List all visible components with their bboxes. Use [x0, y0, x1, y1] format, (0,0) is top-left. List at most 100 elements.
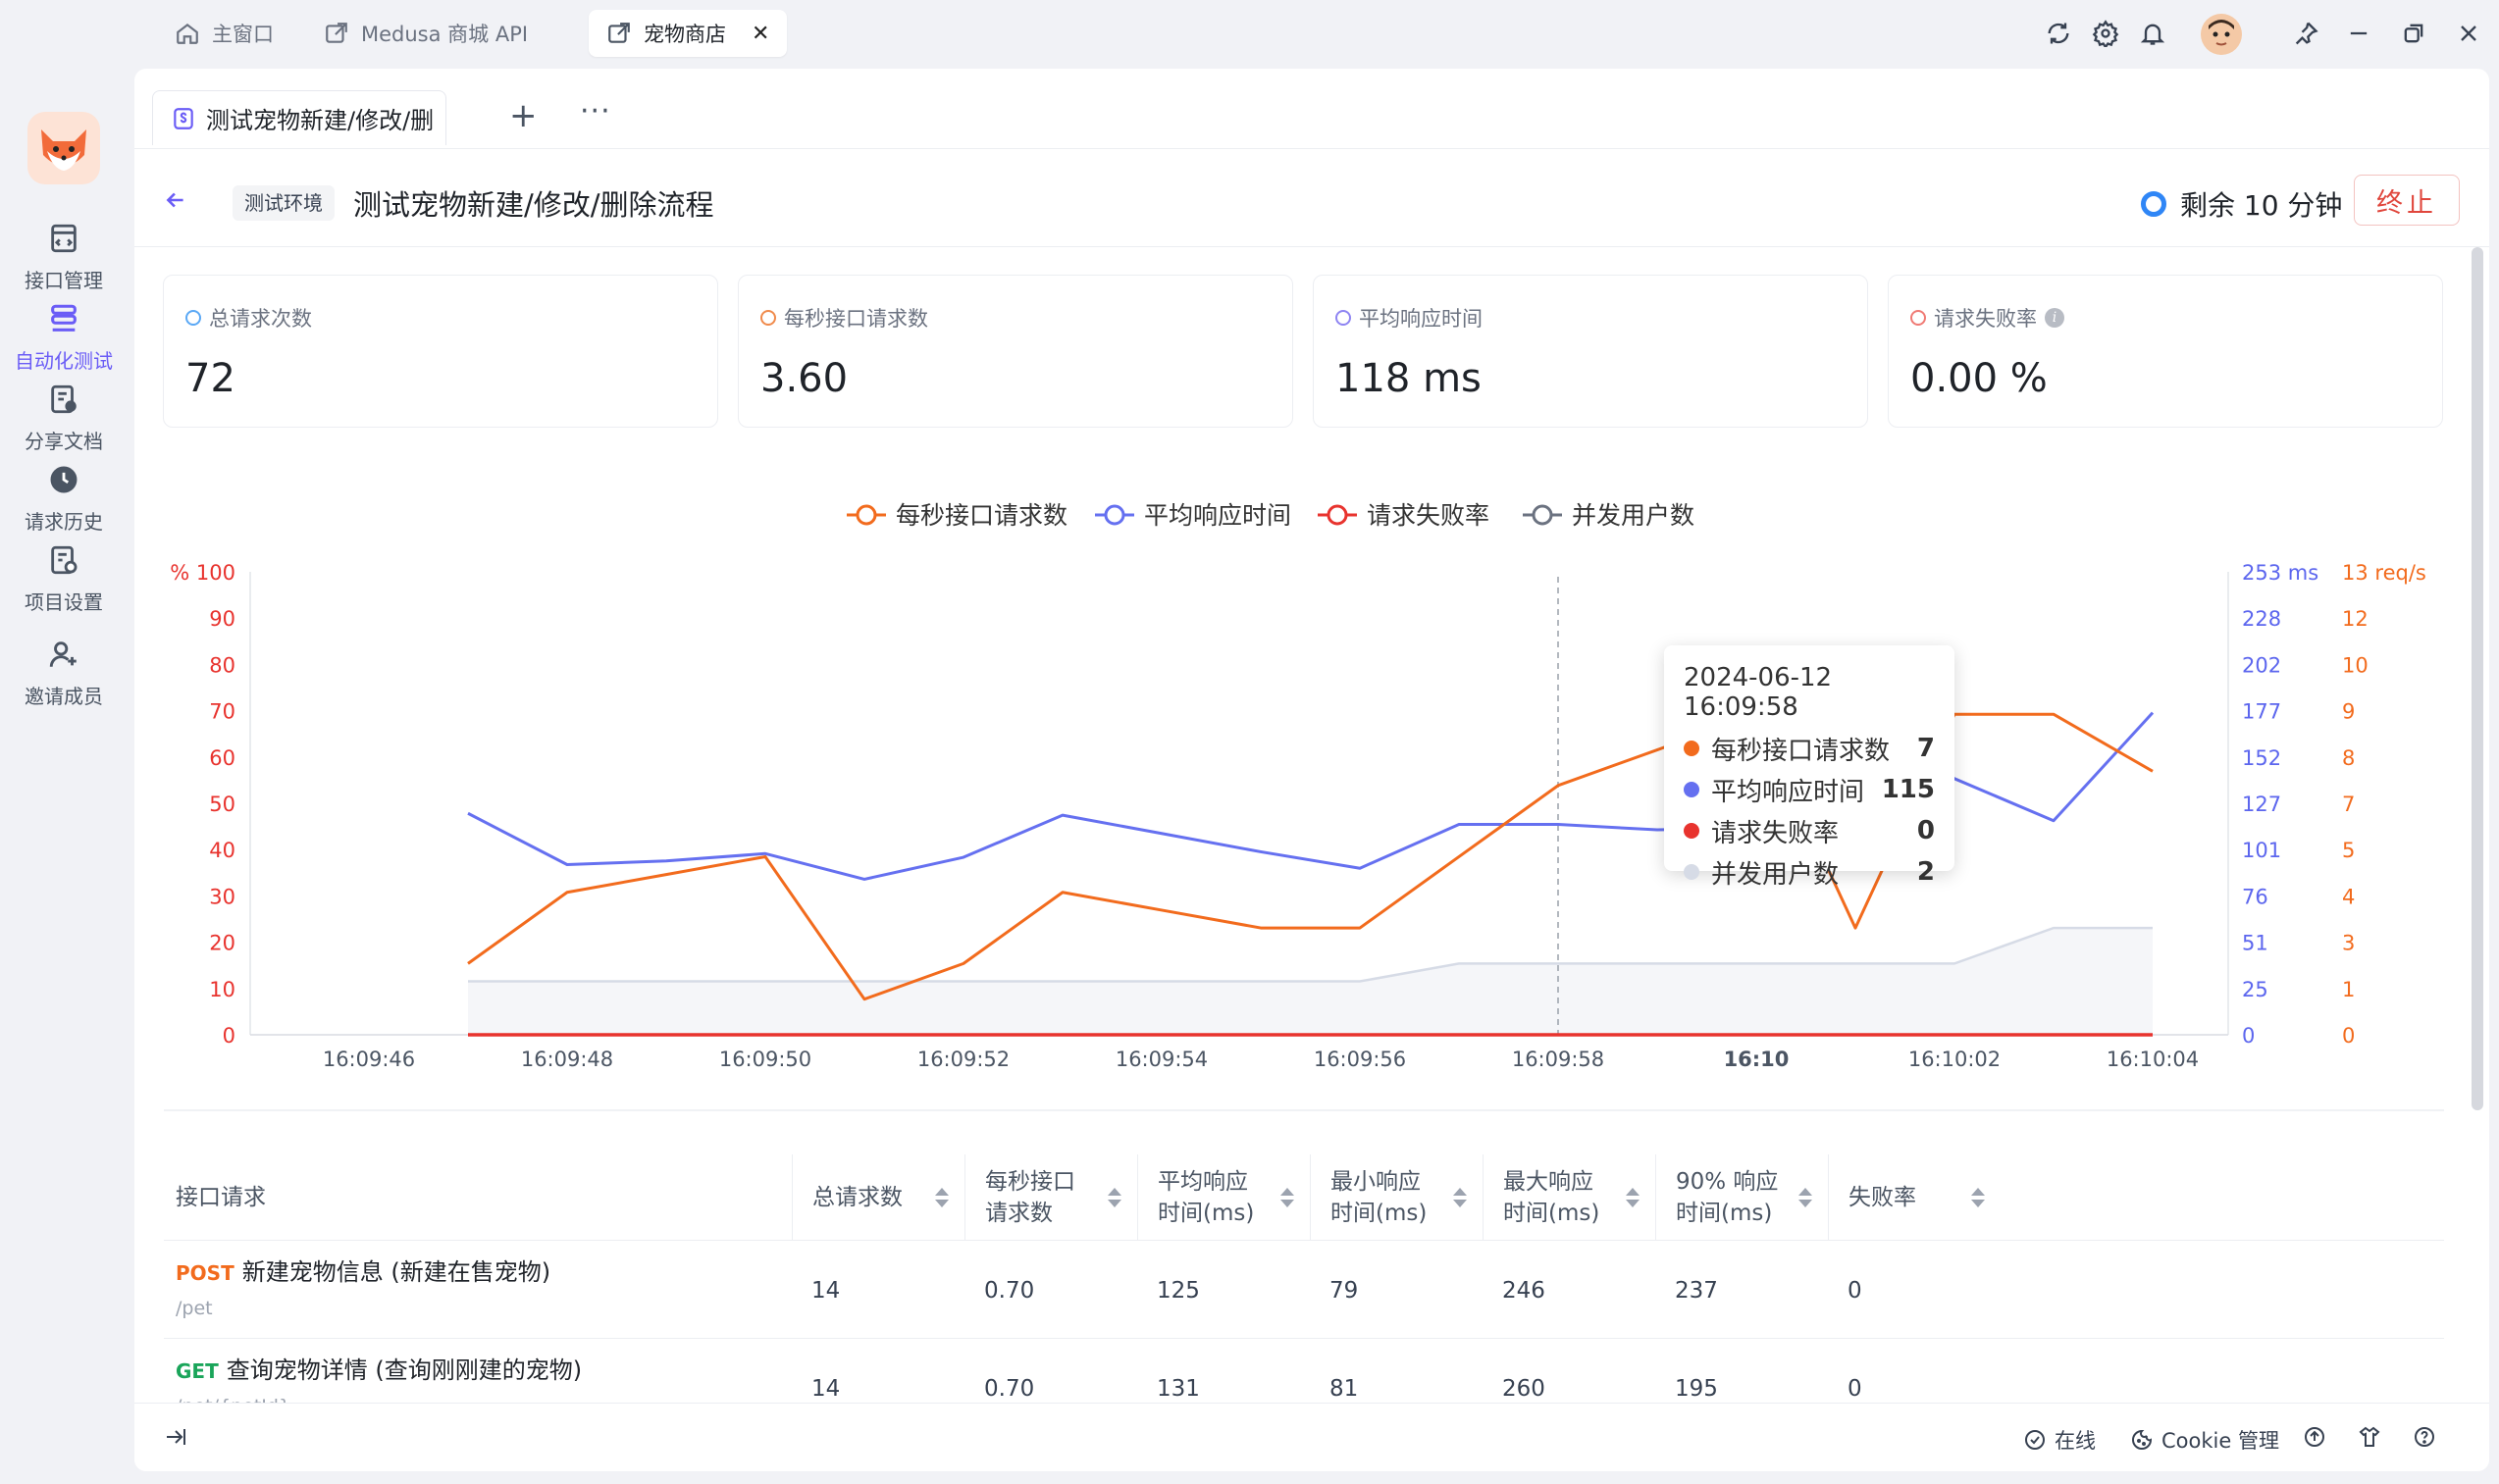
col-p90[interactable]: 90% 响应 时间(ms): [1655, 1154, 1828, 1241]
x-axis-tick-label: 16:10:02: [1908, 1048, 2001, 1071]
tooltip-row: 每秒接口请求数 7: [1684, 728, 1935, 769]
scrollbar-thumb[interactable]: [2472, 247, 2483, 1110]
close-icon[interactable]: ✕: [752, 21, 770, 46]
cell-min: 81: [1329, 1376, 1359, 1402]
cell-total: 14: [811, 1278, 841, 1304]
page-header: 测试环境 测试宠物新建/修改/删除流程 剩余 10 分钟 终止: [134, 149, 2489, 247]
legend-marker: [856, 504, 877, 526]
left-axis-tick-label: 10: [209, 978, 235, 1001]
pin-icon[interactable]: [2290, 18, 2321, 49]
col-min[interactable]: 最小响应 时间(ms): [1310, 1154, 1483, 1241]
right-axis-ms-tick-label: 0: [2242, 1024, 2255, 1048]
legend-label: 请求失败率: [1367, 501, 1489, 530]
right-axis-ms-tick-label: 127: [2242, 793, 2281, 816]
online-status[interactable]: 在线: [2023, 1425, 2096, 1455]
col-rps[interactable]: 每秒接口 请求数: [964, 1154, 1137, 1241]
right-axis-ms-tick-label: 152: [2242, 746, 2281, 770]
minimize-icon[interactable]: [2343, 18, 2374, 49]
stat-value: 118 ms: [1335, 356, 1482, 401]
left-axis-tick-label: 40: [209, 839, 235, 862]
window-tab-petstore[interactable]: 宠物商店 ✕: [589, 10, 788, 57]
remaining-time: 剩余 10 分钟: [2141, 184, 2342, 224]
tooltip-row: 平均响应时间 115: [1684, 769, 1935, 810]
right-axis-ms-tick-label: 253 ms: [2242, 561, 2318, 585]
sidebar-item-history[interactable]: 请求历史: [0, 463, 128, 535]
left-axis-tick-label: 50: [209, 793, 235, 816]
tooltip-value: 115: [1881, 775, 1935, 804]
col-fail[interactable]: 失败率: [1828, 1154, 2001, 1241]
col-label: 最大响应 时间(ms): [1503, 1169, 1600, 1226]
status-bar: 在线 Cookie 管理: [134, 1403, 2489, 1471]
right-axis-rps-tick-label: 9: [2342, 700, 2355, 724]
more-icon[interactable]: ···: [580, 94, 611, 128]
sidebar-item-share-doc[interactable]: 分享文档: [0, 383, 128, 454]
request-path: /pet: [176, 1298, 213, 1319]
col-request: 接口请求: [176, 1185, 266, 1210]
right-axis-rps-tick-label: 12: [2342, 607, 2369, 631]
close-window-icon[interactable]: [2453, 18, 2484, 49]
bell-icon[interactable]: [2137, 18, 2168, 49]
scrollbar[interactable]: [2472, 247, 2483, 1424]
cell-min: 79: [1329, 1278, 1359, 1304]
right-axis-ms-tick-label: 228: [2242, 607, 2281, 631]
tooltip-row: 并发用户数 2: [1684, 851, 1935, 893]
tooltip-value: 0: [1916, 816, 1935, 845]
cell-p90: 237: [1675, 1278, 1718, 1304]
legend-marker: [1327, 504, 1348, 526]
sidebar-item-automation[interactable]: 自动化测试: [0, 302, 128, 374]
sidebar-item-invite[interactable]: 邀请成员: [0, 638, 128, 709]
avatar[interactable]: [2201, 14, 2242, 55]
left-axis-tick-label: 90: [209, 607, 235, 631]
stat-label: 总请求次数: [209, 307, 312, 331]
right-axis-ms-tick-label: 101: [2242, 839, 2281, 862]
chart-tooltip: 2024-06-12 16:09:58 每秒接口请求数 7 平均响应时间 115 请…: [1664, 645, 1954, 890]
request-name: GET 查询宠物详情 (查询刚刚建的宠物): [176, 1351, 582, 1385]
invite-user-icon: [49, 641, 77, 667]
sidebar-item-settings[interactable]: 项目设置: [0, 543, 128, 615]
chart-area: % 100 90 80 70 60 50 40 30 20 10 0 253 ms 228 202 177 1…: [134, 69, 2489, 1471]
external-link-icon: [608, 23, 630, 43]
cookie-manager[interactable]: Cookie 管理: [2130, 1425, 2279, 1455]
doc-tab-bar: 测试宠物新建/修改/删 + ···: [134, 69, 2489, 149]
share-doc-icon: [51, 384, 77, 414]
status-dot: [1910, 310, 1926, 326]
shirt-icon[interactable]: [2358, 1425, 2381, 1449]
tooltip-title: 2024-06-12 16:09:58: [1684, 663, 1833, 722]
sidebar-item-label: 邀请成员: [25, 685, 103, 708]
stop-button[interactable]: 终止: [2354, 175, 2460, 226]
x-axis-tick-label: 16:09:52: [917, 1048, 1010, 1071]
x-axis-tick-label: 16:09:54: [1116, 1048, 1208, 1071]
test-scenario-icon: [174, 107, 193, 129]
help-icon[interactable]: [2413, 1425, 2436, 1449]
col-total[interactable]: 总请求数: [792, 1154, 964, 1241]
doc-tab-label: 测试宠物新建/修改/删: [206, 107, 435, 134]
right-axis-rps-tick-label: 13 req/s: [2342, 561, 2426, 585]
col-max[interactable]: 最大响应 时间(ms): [1483, 1154, 1655, 1241]
request-title: 新建宠物信息 (新建在售宠物): [241, 1258, 551, 1286]
col-avg[interactable]: 平均响应 时间(ms): [1137, 1154, 1310, 1241]
status-dot: [185, 310, 201, 326]
add-tab-button[interactable]: +: [509, 96, 538, 135]
arrow-left-icon: [166, 192, 183, 208]
refresh-icon[interactable]: [2043, 18, 2074, 49]
doc-tab[interactable]: 测试宠物新建/修改/删: [152, 90, 446, 145]
sidebar-item-label: 自动化测试: [15, 349, 113, 373]
right-axis-rps-tick-label: 0: [2342, 1024, 2355, 1048]
info-icon[interactable]: i: [2045, 308, 2064, 328]
window-tab-medusa[interactable]: Medusa 商城 API: [306, 10, 546, 57]
restore-icon[interactable]: [2398, 18, 2429, 49]
title-bar: 主窗口 Medusa 商城 API 宠物商店 ✕: [0, 0, 2499, 67]
gear-icon[interactable]: [2090, 18, 2121, 49]
upload-icon[interactable]: [2303, 1425, 2326, 1449]
page-title: 测试宠物新建/修改/删除流程: [353, 188, 714, 222]
back-button[interactable]: [158, 182, 193, 218]
sidebar-item-api[interactable]: 接口管理: [0, 222, 128, 293]
col-label: 每秒接口 请求数: [985, 1169, 1075, 1226]
collapse-sidebar-icon[interactable]: [164, 1425, 187, 1449]
col-label: 最小响应 时间(ms): [1330, 1169, 1428, 1226]
window-tab-home[interactable]: 主窗口: [157, 10, 291, 57]
cell-rps: 0.70: [984, 1278, 1035, 1304]
tooltip-value: 7: [1916, 734, 1935, 763]
table-row[interactable]: POST 新建宠物信息 (新建在售宠物) /pet 14 0.70 125 79 …: [164, 1241, 2444, 1339]
online-label: 在线: [2055, 1429, 2096, 1453]
